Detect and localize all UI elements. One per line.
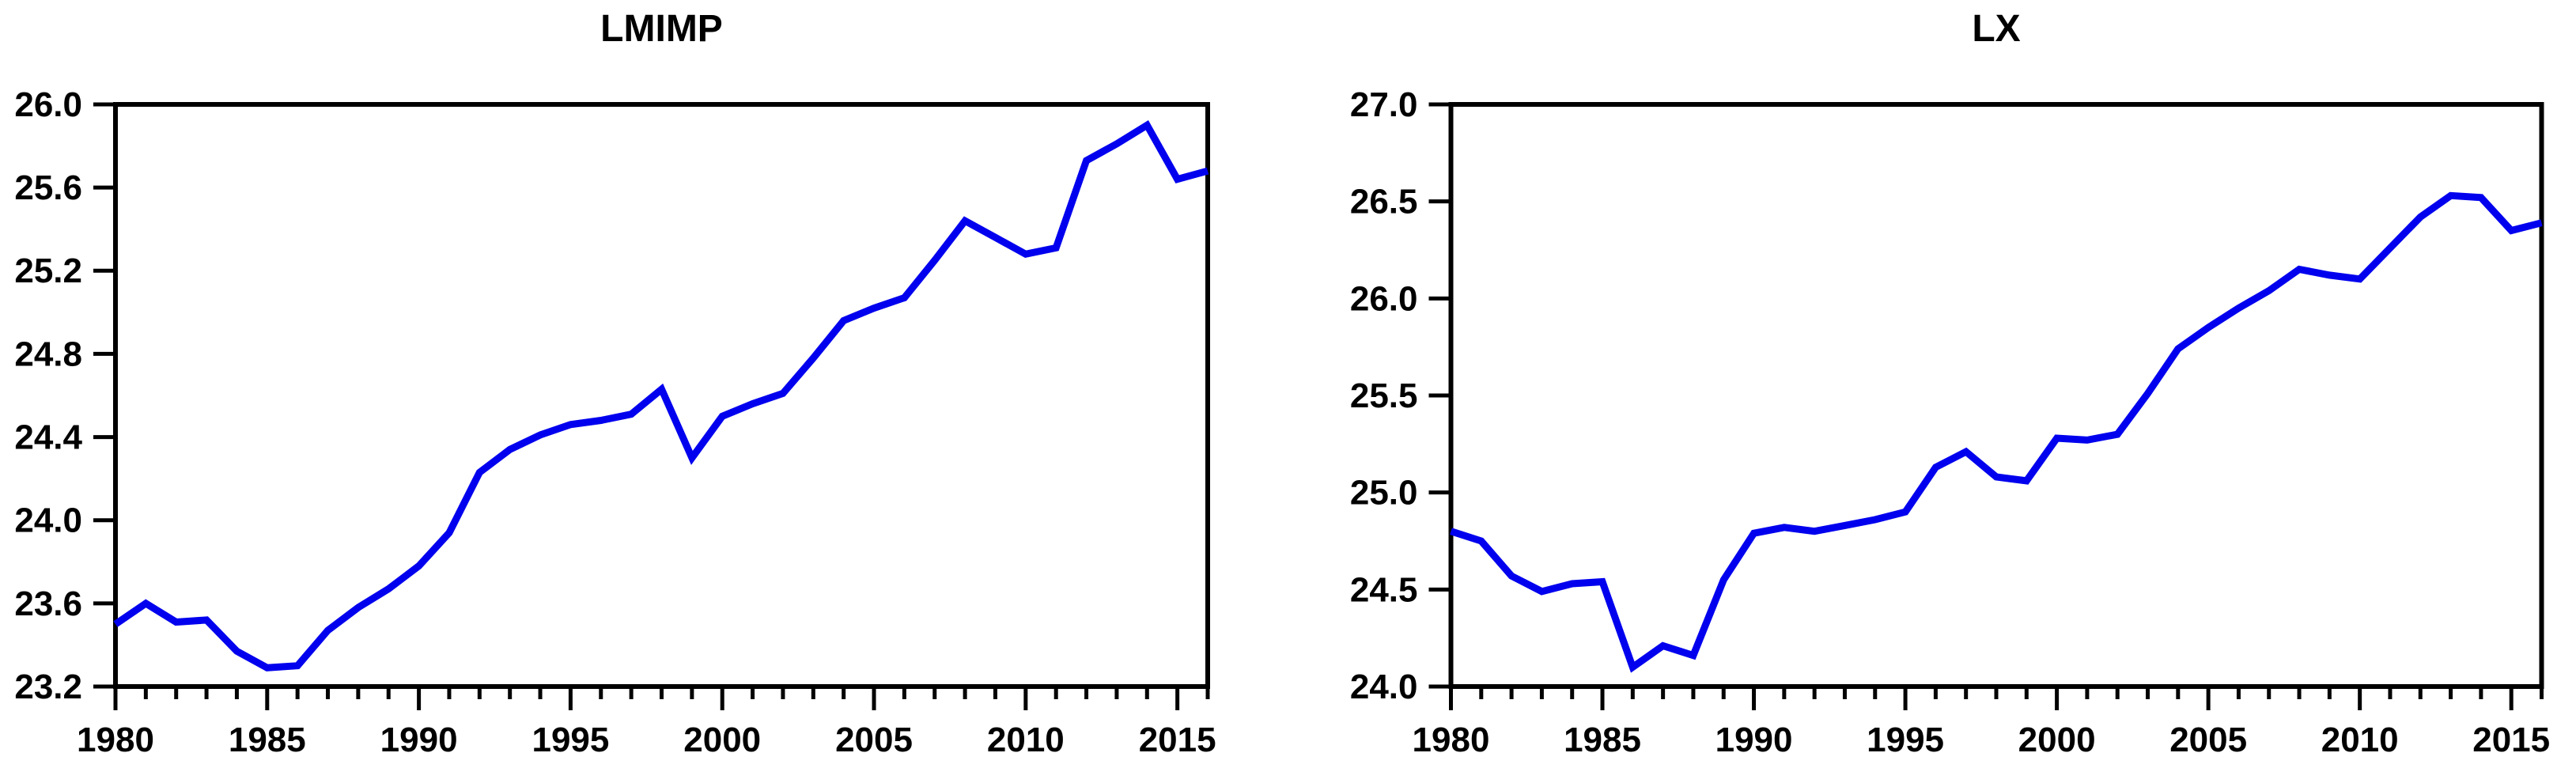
x-tick-label: 1985 (229, 721, 306, 759)
x-tick-label: 2005 (835, 721, 913, 759)
plot-lx: LX 27.0 26.5 26.0 25.5 25.0 24.5 24.0 1980 1985 1… (1349, 8, 2549, 759)
y-tick-label: 24.5 (1349, 570, 1417, 609)
y-tick-label: 26.0 (1349, 279, 1417, 318)
y-tick-label: 25.0 (1349, 474, 1417, 513)
x-tick-label: 1990 (380, 721, 458, 759)
x-tick-label: 2015 (2472, 721, 2550, 759)
plot-body-lmimp: 26.0 25.6 25.2 24.8 24.4 24.0 23.6 23.2 1980 1985… (14, 85, 1216, 759)
y-tick-label: 24.0 (14, 501, 82, 540)
y-tick-label: 24.0 (1349, 668, 1417, 706)
x-tick-label: 2005 (2169, 721, 2247, 759)
x-tick-label: 1995 (1867, 721, 1944, 759)
y-tick-label: 23.2 (14, 668, 82, 706)
y-tick-label: 24.8 (14, 335, 82, 373)
axes: 27.0 26.5 26.0 25.5 25.0 24.5 24.0 1980 1985 1990… (1349, 85, 2549, 759)
y-tick-label: 25.5 (1349, 376, 1417, 415)
chart-title-lx: LX (1972, 8, 2020, 50)
x-tick-label: 1980 (77, 721, 154, 759)
y-tick-label: 26.0 (14, 85, 82, 124)
series-line (113, 120, 1209, 672)
x-tick-label: 1980 (1412, 721, 1489, 759)
y-tick-label: 24.4 (14, 418, 82, 457)
y-tick-label: 25.2 (14, 252, 82, 290)
chart-title-lmimp: LMIMP (600, 8, 723, 50)
x-tick-label: 2015 (1139, 721, 1216, 759)
y-tick-label: 27.0 (1349, 85, 1417, 124)
plot-border (1448, 102, 2544, 689)
axes: 26.0 25.6 25.2 24.8 24.4 24.0 23.6 23.2 1980 1985… (14, 85, 1216, 759)
plot-lmimp: LMIMP 26.0 25.6 25.2 24.8 24.4 24.0 23.6 23.2 19… (14, 8, 1216, 759)
x-tick-label: 2010 (2321, 721, 2398, 759)
y-tick-label: 26.5 (1349, 183, 1417, 221)
x-tick-label: 2000 (683, 721, 761, 759)
chart-lmimp: LMIMP 26.0 25.6 25.2 24.8 24.4 24.0 23.6 23.2 19… (14, 8, 1216, 759)
x-tick-label: 2010 (987, 721, 1065, 759)
series-line (1449, 191, 2543, 673)
x-tick-label: 1985 (1564, 721, 1641, 759)
y-tick-label: 23.6 (14, 585, 82, 623)
plot-body-lx: 27.0 26.5 26.0 25.5 25.0 24.5 24.0 1980 1985 1990… (1349, 85, 2549, 759)
x-tick-label: 1995 (531, 721, 609, 759)
y-tick-label: 25.6 (14, 168, 82, 207)
x-tick-label: 2000 (2018, 721, 2095, 759)
chart-lx: LX 27.0 26.5 26.0 25.5 25.0 24.5 24.0 1980 1985 1… (1288, 0, 2576, 768)
x-tick-label: 1990 (1715, 721, 1792, 759)
